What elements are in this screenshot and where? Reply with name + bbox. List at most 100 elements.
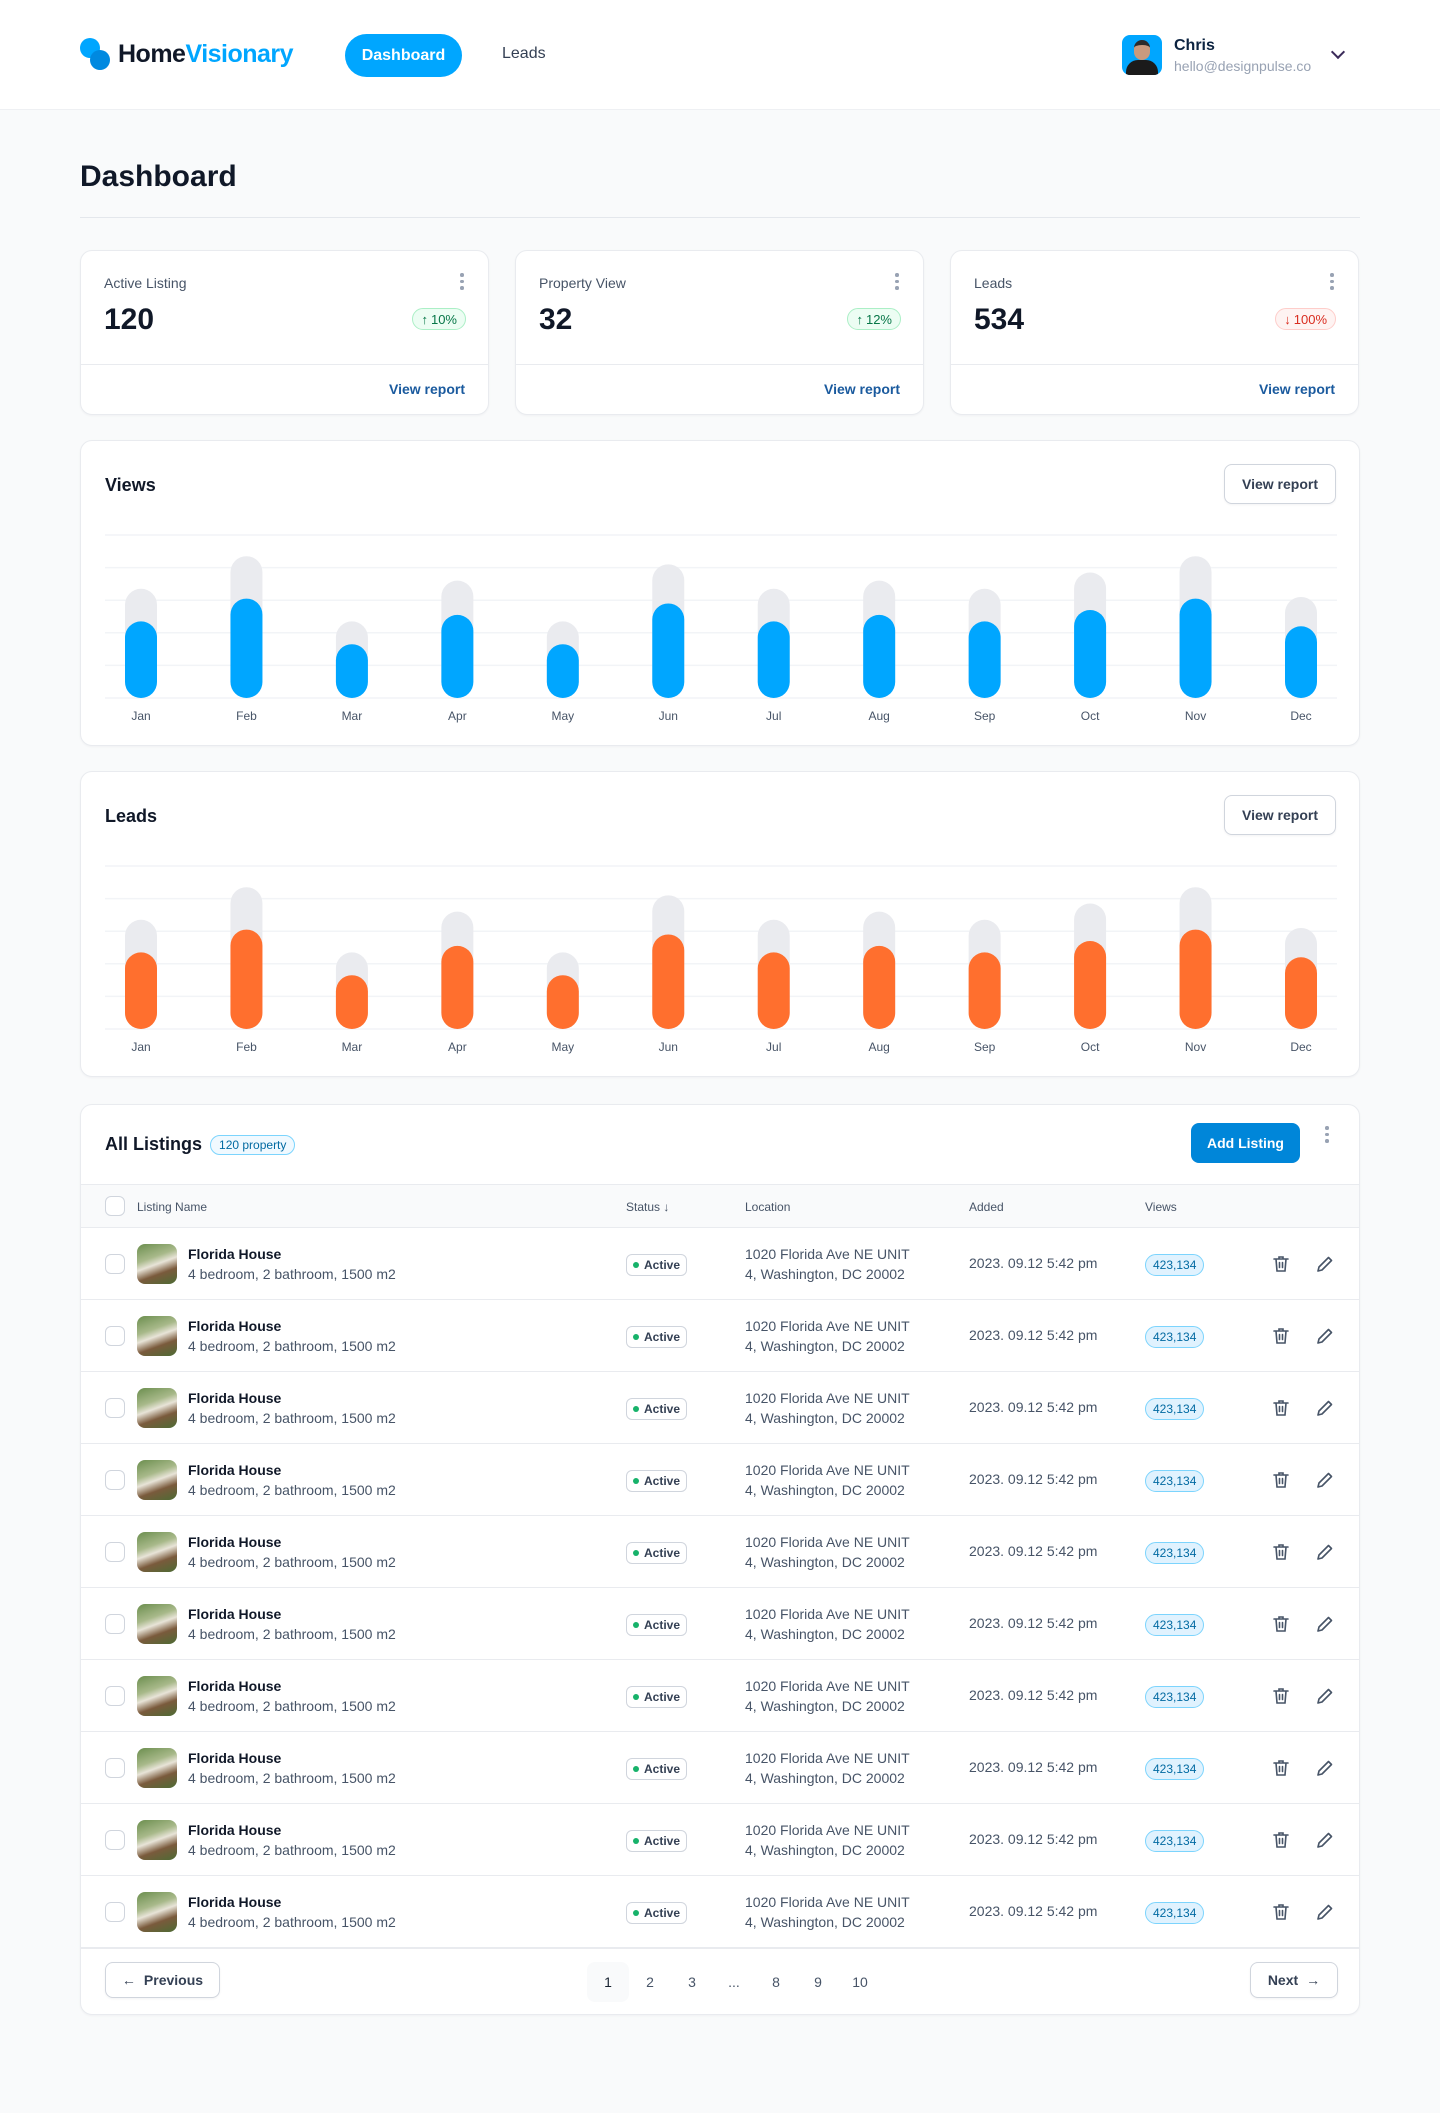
row-checkbox[interactable] <box>105 1542 125 1562</box>
bar-value[interactable] <box>863 945 896 1029</box>
listing-name[interactable]: Florida House <box>188 1318 282 1334</box>
view-report-link[interactable]: View report <box>389 381 465 397</box>
listing-name[interactable]: Florida House <box>188 1462 282 1478</box>
bar-value[interactable] <box>1285 957 1317 1029</box>
table-row[interactable]: Florida House 4 bedroom, 2 bathroom, 150… <box>81 1732 1359 1804</box>
page-button[interactable]: 9 <box>814 1974 822 1990</box>
next-button[interactable]: Next → <box>1250 1962 1338 1998</box>
edit-pencil-icon[interactable] <box>1315 1542 1335 1562</box>
edit-pencil-icon[interactable] <box>1315 1326 1335 1346</box>
row-checkbox[interactable] <box>105 1758 125 1778</box>
column-listing-name[interactable]: Listing Name <box>137 1200 208 1214</box>
more-options-icon[interactable] <box>460 273 464 290</box>
table-row[interactable]: Florida House 4 bedroom, 2 bathroom, 150… <box>81 1804 1359 1876</box>
column-added[interactable]: Added <box>969 1200 1004 1214</box>
row-checkbox[interactable] <box>105 1470 125 1490</box>
more-options-icon[interactable] <box>1325 1126 1329 1143</box>
listing-name[interactable]: Florida House <box>188 1678 282 1694</box>
table-row[interactable]: Florida House 4 bedroom, 2 bathroom, 150… <box>81 1444 1359 1516</box>
select-all-checkbox[interactable] <box>105 1196 125 1216</box>
bar-value[interactable] <box>546 975 579 1029</box>
bar-value[interactable] <box>968 952 1001 1029</box>
bar-value[interactable] <box>335 975 368 1029</box>
view-report-button[interactable]: View report <box>1224 464 1336 504</box>
view-report-link[interactable]: View report <box>1259 381 1335 397</box>
row-checkbox[interactable] <box>105 1326 125 1346</box>
previous-button[interactable]: ← Previous <box>105 1962 220 1998</box>
trash-icon[interactable] <box>1271 1902 1291 1922</box>
page-button[interactable]: 3 <box>688 1974 696 1990</box>
row-checkbox[interactable] <box>105 1902 125 1922</box>
bar-value[interactable] <box>652 603 685 698</box>
edit-pencil-icon[interactable] <box>1315 1470 1335 1490</box>
edit-pencil-icon[interactable] <box>1315 1398 1335 1418</box>
listing-name[interactable]: Florida House <box>188 1390 282 1406</box>
row-checkbox[interactable] <box>105 1686 125 1706</box>
nav-dashboard[interactable]: Dashboard <box>345 34 462 77</box>
add-listing-button[interactable]: Add Listing <box>1191 1123 1300 1163</box>
bar-value[interactable] <box>757 621 790 698</box>
view-report-button[interactable]: View report <box>1224 795 1336 835</box>
listing-name[interactable]: Florida House <box>188 1750 282 1766</box>
row-checkbox[interactable] <box>105 1398 125 1418</box>
bar-value[interactable] <box>441 614 474 698</box>
edit-pencil-icon[interactable] <box>1315 1902 1335 1922</box>
listing-name[interactable]: Florida House <box>188 1822 282 1838</box>
listing-name[interactable]: Florida House <box>188 1534 282 1550</box>
bar-value[interactable] <box>1285 626 1317 698</box>
bar-value[interactable] <box>546 644 579 698</box>
bar-value[interactable] <box>757 952 790 1029</box>
table-row[interactable]: Florida House 4 bedroom, 2 bathroom, 150… <box>81 1660 1359 1732</box>
trash-icon[interactable] <box>1271 1326 1291 1346</box>
edit-pencil-icon[interactable] <box>1315 1614 1335 1634</box>
column-views[interactable]: Views <box>1145 1200 1177 1214</box>
brand-logo[interactable]: HomeVisionary <box>80 38 294 70</box>
trash-icon[interactable] <box>1271 1470 1291 1490</box>
page-button[interactable]: 10 <box>852 1974 868 1990</box>
bar-value[interactable] <box>652 934 685 1029</box>
page-button[interactable]: 8 <box>772 1974 780 1990</box>
more-options-icon[interactable] <box>1330 273 1334 290</box>
chevron-down-icon[interactable] <box>1330 44 1346 60</box>
trash-icon[interactable] <box>1271 1254 1291 1274</box>
row-checkbox[interactable] <box>105 1254 125 1274</box>
bar-value[interactable] <box>1074 609 1107 698</box>
bar-value[interactable] <box>1179 598 1212 698</box>
table-row[interactable]: Florida House 4 bedroom, 2 bathroom, 150… <box>81 1372 1359 1444</box>
bar-value[interactable] <box>1074 940 1107 1029</box>
bar-value[interactable] <box>230 929 263 1029</box>
bar-value[interactable] <box>968 621 1001 698</box>
bar-value[interactable] <box>441 945 474 1029</box>
column-location[interactable]: Location <box>745 1200 791 1214</box>
table-row[interactable]: Florida House 4 bedroom, 2 bathroom, 150… <box>81 1228 1359 1300</box>
bar-value[interactable] <box>863 614 896 698</box>
row-checkbox[interactable] <box>105 1830 125 1850</box>
table-row[interactable]: Florida House 4 bedroom, 2 bathroom, 150… <box>81 1588 1359 1660</box>
bar-value[interactable] <box>230 598 263 698</box>
bar-value[interactable] <box>1179 929 1212 1029</box>
user-menu[interactable]: Chris hello@designpulse.co <box>1122 35 1311 75</box>
trash-icon[interactable] <box>1271 1398 1291 1418</box>
trash-icon[interactable] <box>1271 1614 1291 1634</box>
column-status[interactable]: Status ↓ <box>626 1200 669 1214</box>
trash-icon[interactable] <box>1271 1758 1291 1778</box>
bar-value[interactable] <box>125 952 157 1029</box>
table-row[interactable]: Florida House 4 bedroom, 2 bathroom, 150… <box>81 1516 1359 1588</box>
page-button[interactable]: 1 <box>587 1962 629 2002</box>
edit-pencil-icon[interactable] <box>1315 1758 1335 1778</box>
listing-name[interactable]: Florida House <box>188 1894 282 1910</box>
view-report-link[interactable]: View report <box>824 381 900 397</box>
edit-pencil-icon[interactable] <box>1315 1686 1335 1706</box>
trash-icon[interactable] <box>1271 1830 1291 1850</box>
bar-value[interactable] <box>125 621 157 698</box>
edit-pencil-icon[interactable] <box>1315 1830 1335 1850</box>
table-row[interactable]: Florida House 4 bedroom, 2 bathroom, 150… <box>81 1876 1359 1948</box>
edit-pencil-icon[interactable] <box>1315 1254 1335 1274</box>
trash-icon[interactable] <box>1271 1542 1291 1562</box>
bar-value[interactable] <box>335 644 368 698</box>
table-row[interactable]: Florida House 4 bedroom, 2 bathroom, 150… <box>81 1300 1359 1372</box>
row-checkbox[interactable] <box>105 1614 125 1634</box>
listing-name[interactable]: Florida House <box>188 1606 282 1622</box>
trash-icon[interactable] <box>1271 1686 1291 1706</box>
listing-name[interactable]: Florida House <box>188 1246 282 1262</box>
